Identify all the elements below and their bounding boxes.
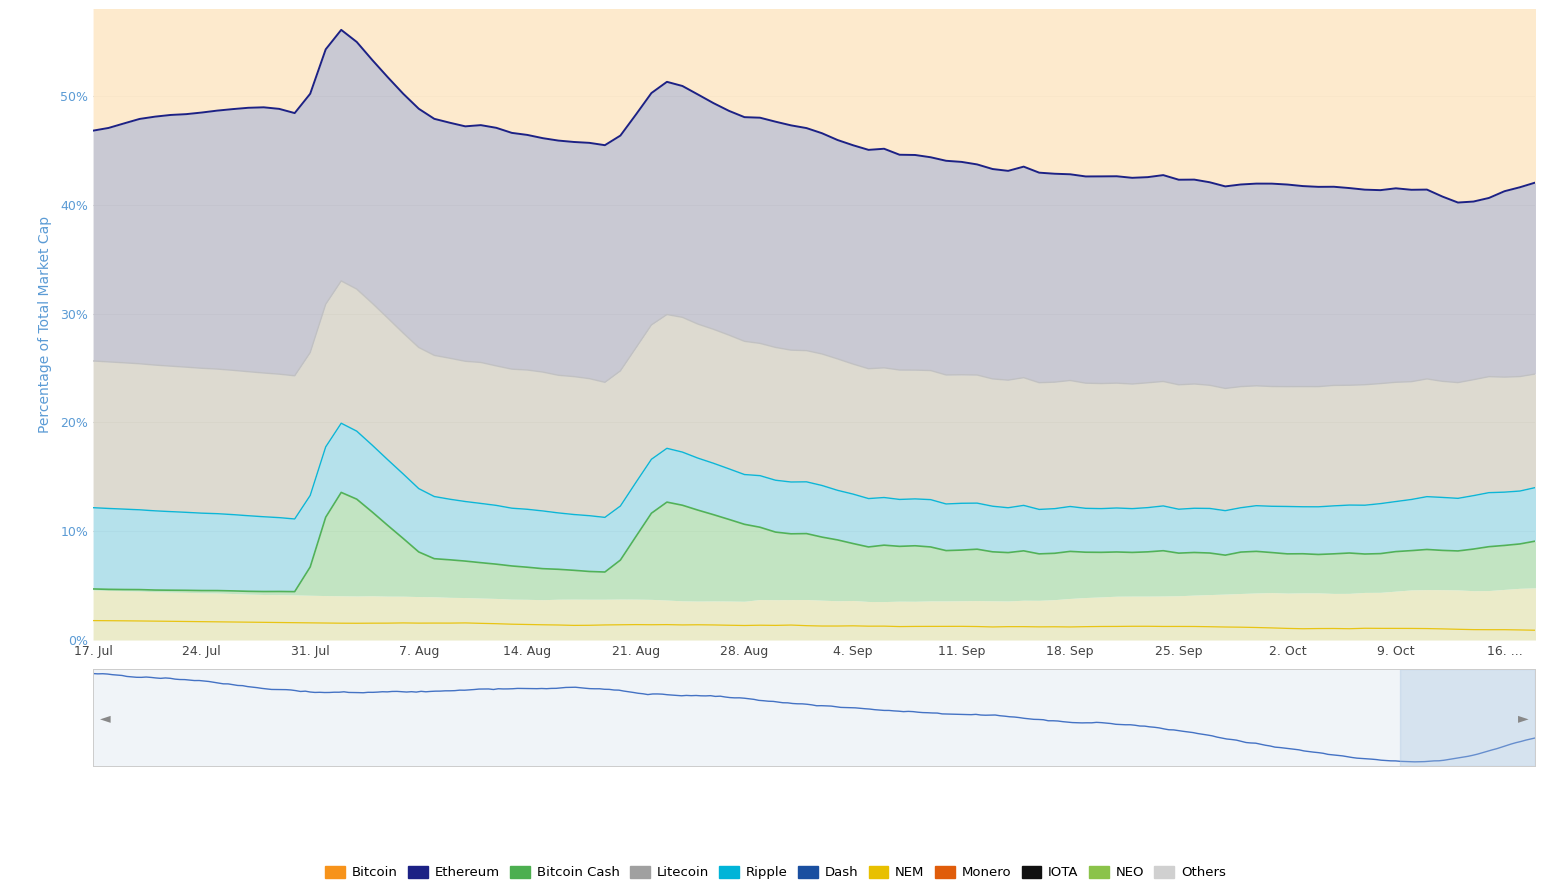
Legend: Bitcoin, Ethereum, Bitcoin Cash, Litecoin, Ripple, Dash, NEM, Monero, IOTA, NEO,: Bitcoin, Ethereum, Bitcoin Cash, Litecoi… bbox=[320, 861, 1231, 885]
Bar bbox=[1401, 669, 1535, 766]
Text: ►: ► bbox=[1517, 711, 1528, 724]
Y-axis label: Percentage of Total Market Cap: Percentage of Total Market Cap bbox=[37, 216, 51, 433]
Text: ◄: ◄ bbox=[101, 711, 112, 724]
